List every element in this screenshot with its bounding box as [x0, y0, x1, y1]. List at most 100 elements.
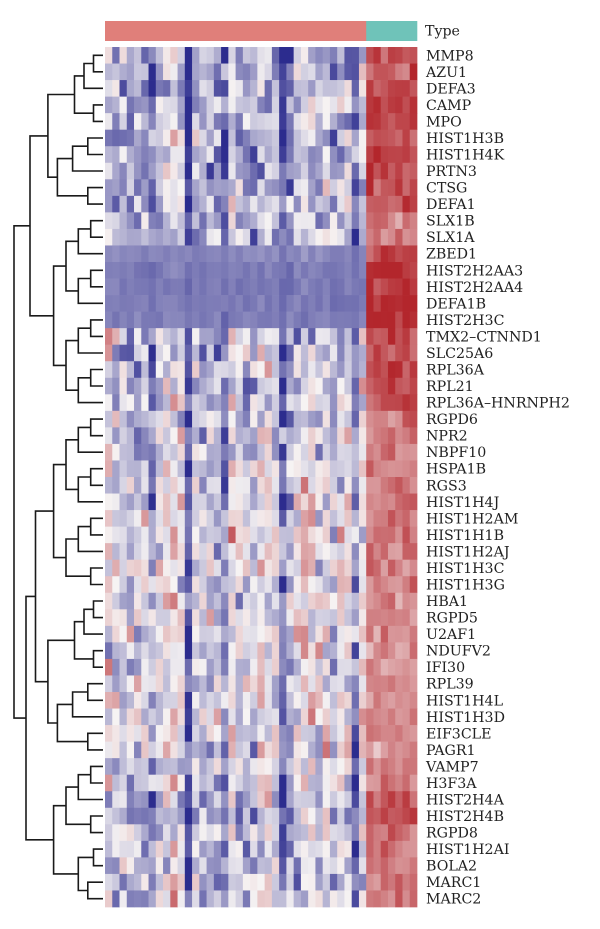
heatmap-cell	[286, 47, 295, 64]
heatmap-cell	[279, 427, 287, 445]
heatmap-cell	[250, 443, 258, 461]
heatmap-cell	[170, 592, 178, 610]
heatmap-cell	[141, 361, 149, 379]
heatmap-cell	[322, 278, 331, 296]
heatmap-cell	[387, 262, 396, 279]
heatmap-cell	[293, 262, 302, 279]
heatmap-cell	[337, 47, 345, 64]
heatmap-cell	[286, 774, 295, 792]
heatmap-cell	[315, 96, 324, 114]
heatmap-cell	[148, 477, 157, 494]
heatmap-cell	[192, 725, 200, 742]
heatmap-cell	[380, 460, 389, 478]
heatmap-cell	[242, 873, 251, 891]
heatmap-cell	[199, 824, 207, 842]
heatmap-cell	[264, 857, 273, 875]
heatmap-cell	[293, 460, 302, 478]
dendrogram-branch	[89, 368, 103, 387]
heatmap-cell	[366, 824, 374, 842]
heatmap-cell	[163, 625, 171, 643]
heatmap-cell	[206, 63, 215, 81]
heatmap-cell	[366, 311, 374, 329]
heatmap-cell	[279, 460, 287, 478]
heatmap-cell	[242, 460, 251, 478]
heatmap-cell	[286, 262, 295, 279]
heatmap-cell	[380, 758, 389, 776]
heatmap-cell	[221, 328, 229, 346]
heatmap-cell	[199, 344, 207, 362]
heatmap-cell	[300, 543, 309, 561]
heatmap-cell	[337, 873, 345, 891]
heatmap-cell	[387, 774, 396, 792]
heatmap-cell	[315, 47, 324, 64]
heatmap-cell	[112, 228, 120, 246]
heatmap-cell	[221, 625, 229, 643]
heatmap-cell	[264, 576, 273, 594]
heatmap-cell	[170, 493, 178, 511]
heatmap-cell	[235, 708, 244, 726]
heatmap-cell	[351, 658, 360, 676]
heatmap-cell	[235, 80, 244, 97]
heatmap-cell	[148, 873, 157, 891]
heatmap-cell	[395, 278, 403, 296]
heatmap-cell	[387, 510, 396, 527]
heatmap-cell	[380, 212, 389, 230]
heatmap-cell	[293, 692, 302, 709]
heatmap-cell	[192, 526, 200, 544]
heatmap-cell	[141, 443, 149, 461]
heatmap-cell	[213, 873, 222, 891]
heatmap-cell	[206, 146, 215, 164]
heatmap-cell	[300, 96, 309, 114]
heatmap-cell	[366, 443, 374, 461]
heatmap-cell	[315, 857, 324, 875]
heatmap-cell	[119, 80, 128, 97]
heatmap-cell	[402, 394, 411, 412]
heatmap-cell	[315, 162, 324, 180]
heatmap-grid	[105, 47, 418, 908]
heatmap-cell	[395, 708, 403, 726]
heatmap-cell	[206, 526, 215, 544]
heatmap-cell	[271, 96, 280, 114]
row-labels: MMP8AZU1DEFA3CAMPMPOHIST1H3BHIST1H4KPRTN…	[425, 48, 570, 907]
heatmap-cell	[409, 278, 418, 296]
heatmap-cell	[119, 443, 128, 461]
heatmap-cell	[206, 228, 215, 246]
heatmap-cell	[300, 824, 309, 842]
heatmap-cell	[242, 890, 251, 908]
heatmap-cell	[380, 377, 389, 395]
heatmap-cell	[148, 245, 157, 263]
heatmap-cell	[264, 377, 273, 395]
heatmap-cell	[344, 278, 353, 296]
heatmap-cell	[141, 377, 149, 395]
heatmap-cell	[221, 394, 229, 412]
heatmap-cell	[242, 609, 251, 627]
heatmap-cell	[155, 245, 164, 263]
heatmap-cell	[279, 262, 287, 279]
heatmap-cell	[163, 460, 171, 478]
heatmap-cell	[155, 642, 164, 660]
heatmap-cell	[409, 510, 418, 527]
heatmap-cell	[112, 493, 120, 511]
heatmap-cell	[337, 96, 345, 114]
heatmap-cell	[308, 113, 316, 131]
heatmap-cell	[250, 295, 258, 312]
heatmap-cell	[221, 443, 229, 461]
heatmap-cell	[308, 824, 316, 842]
heatmap-cell	[250, 361, 258, 379]
heatmap-cell	[221, 162, 229, 180]
heatmap-cell	[126, 460, 135, 478]
heatmap-cell	[119, 245, 128, 263]
heatmap-cell	[387, 63, 396, 81]
heatmap-cell	[242, 113, 251, 131]
heatmap-cell	[105, 129, 113, 147]
heatmap-cell	[228, 840, 236, 858]
heatmap-cell	[271, 262, 280, 279]
heatmap-cell	[358, 328, 367, 346]
heatmap-cell	[351, 493, 360, 511]
heatmap-cell	[373, 807, 382, 825]
heatmap-cell	[380, 625, 389, 643]
dendrogram-branch	[87, 732, 103, 751]
heatmap-cell	[112, 262, 120, 279]
heatmap-cell	[141, 460, 149, 478]
heatmap-cell	[366, 642, 374, 660]
